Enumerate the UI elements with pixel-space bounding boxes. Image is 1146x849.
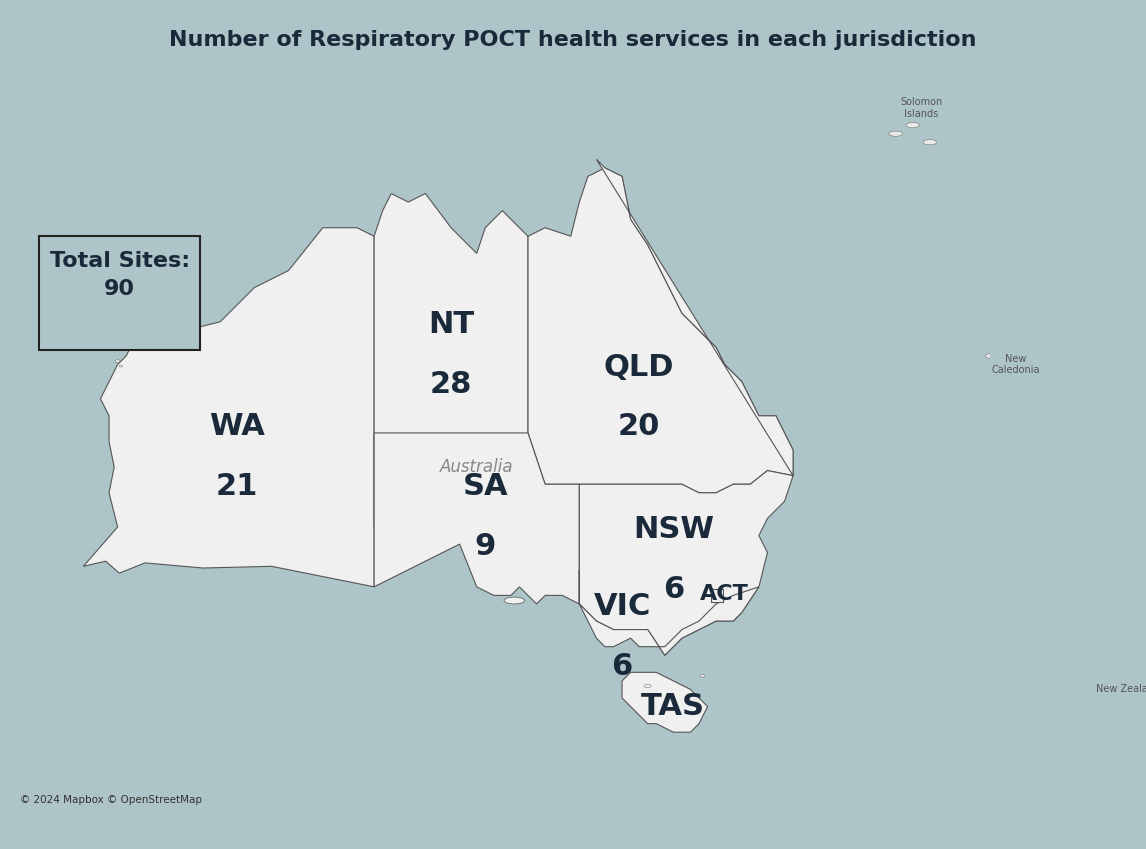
Text: 9: 9: [474, 532, 496, 561]
Text: NT: NT: [427, 310, 474, 339]
Ellipse shape: [115, 360, 120, 363]
Ellipse shape: [906, 122, 919, 127]
Ellipse shape: [119, 365, 123, 367]
Text: 6: 6: [662, 575, 684, 604]
Text: New
Caledonia: New Caledonia: [991, 354, 1039, 375]
Text: Number of Respiratory POCT health services in each jurisdiction: Number of Respiratory POCT health servic…: [170, 30, 976, 50]
Text: New Zeala...: New Zeala...: [1096, 684, 1146, 694]
Text: NSW: NSW: [633, 515, 714, 544]
FancyBboxPatch shape: [39, 235, 201, 350]
Polygon shape: [711, 588, 723, 602]
Text: SA: SA: [463, 472, 508, 501]
Polygon shape: [1033, 706, 1135, 775]
Polygon shape: [528, 168, 793, 492]
Polygon shape: [622, 672, 707, 732]
Ellipse shape: [700, 674, 705, 677]
Text: Solomon
Islands: Solomon Islands: [901, 98, 942, 119]
Ellipse shape: [923, 139, 936, 145]
Text: 28: 28: [430, 369, 472, 399]
Ellipse shape: [644, 684, 651, 688]
Text: Australia: Australia: [440, 458, 513, 476]
Polygon shape: [1109, 578, 1146, 698]
Text: 20: 20: [618, 413, 660, 441]
Polygon shape: [84, 228, 374, 587]
Text: 6: 6: [612, 652, 633, 681]
Text: Total Sites:
90: Total Sites: 90: [49, 251, 190, 300]
Text: TAS: TAS: [642, 692, 706, 721]
Text: VIC: VIC: [594, 592, 651, 621]
Text: 21: 21: [217, 472, 259, 501]
Polygon shape: [580, 160, 793, 655]
Polygon shape: [374, 433, 580, 604]
Text: WA: WA: [210, 413, 265, 441]
Ellipse shape: [986, 352, 1011, 359]
Ellipse shape: [889, 131, 903, 136]
Polygon shape: [580, 570, 759, 655]
Ellipse shape: [504, 597, 525, 604]
Text: QLD: QLD: [604, 352, 674, 382]
Text: ACT: ACT: [700, 583, 749, 604]
Text: © 2024 Mapbox © OpenStreetMap: © 2024 Mapbox © OpenStreetMap: [19, 796, 202, 806]
Polygon shape: [374, 194, 528, 527]
